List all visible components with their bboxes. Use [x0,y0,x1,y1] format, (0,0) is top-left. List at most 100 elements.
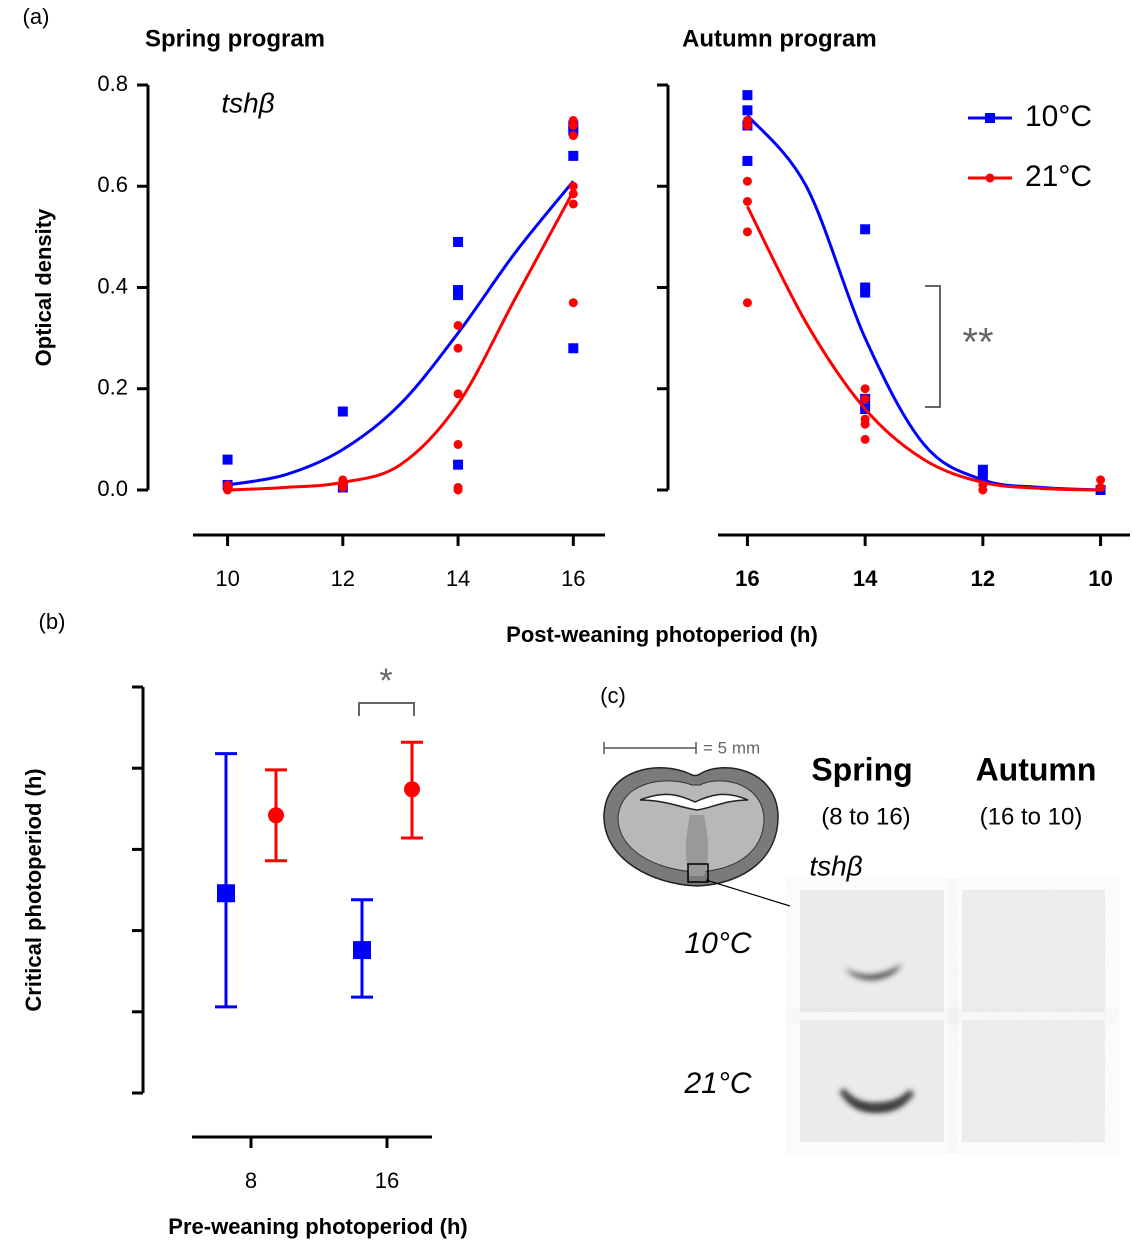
point [568,199,578,209]
legend-label: 10°C [1025,100,1092,133]
brain-ventricle [639,793,749,811]
point [742,227,752,237]
point [860,419,870,429]
x-tick-label: 12 [331,566,355,591]
error-bar [215,752,237,1009]
point [977,464,988,475]
y-axis-label: Critical photoperiod (h) [21,768,46,1011]
point [860,287,871,298]
chart-title: Spring program [145,25,325,52]
blot-images [800,890,1105,1142]
x-tick-label: 12 [971,566,995,591]
scale-label: = 5 mm [703,738,760,757]
point [453,389,463,399]
column-title: Spring [811,751,912,787]
brain-hypothalamus [685,815,709,876]
point [568,298,578,308]
point [453,320,463,330]
column-title: Autumn [976,751,1097,787]
x-axis-label: Post-weaning photoperiod (h) [506,622,818,647]
y-axis-label: Optical density [31,208,56,366]
blot-grain [800,1020,944,1142]
point [1096,475,1106,485]
point [268,807,284,824]
blot-grain [800,890,944,1012]
blot-signal [839,1088,915,1110]
roi-box [687,863,709,883]
point [223,485,233,495]
x-tick-label: 10 [215,566,239,591]
point [453,343,463,353]
point [217,884,235,903]
y-tick-label: 0.0 [97,476,128,501]
annotation: * [379,662,392,700]
point [222,454,233,465]
significance-bracket [358,702,415,716]
point [568,189,578,199]
point [568,125,579,136]
legend-marker [985,113,995,123]
blot-grain [962,1020,1105,1142]
point [453,485,463,495]
point [568,181,578,191]
point [742,105,753,116]
panel-label: (c) [600,683,626,708]
blot-grain [962,890,1105,1012]
point [568,343,579,354]
fit-line [746,205,1101,492]
column-subtitle: (8 to 16) [821,803,910,830]
point [353,941,371,960]
point [977,469,988,480]
x-tick-label: 10 [1088,566,1112,591]
point [742,196,752,206]
point [1096,482,1106,492]
row-label: 21°C [683,1067,751,1100]
x-tick-label: 14 [446,566,470,591]
point [742,121,752,130]
point [742,298,752,308]
fit-line [227,190,575,492]
legend-marker [985,173,995,183]
point [568,131,578,141]
scale-bar [603,742,697,754]
point [742,155,753,166]
significance-bracket [925,285,941,408]
panel-c: (c) = 5 mm Spring (8 to 16) Autumn (16 t… [600,683,1105,1142]
y-tick-label: 0.4 [97,273,128,298]
point [453,236,464,247]
point [742,176,752,186]
gene-label: tshβ [809,850,862,881]
point [978,485,988,495]
point [453,285,464,296]
x-tick-label: 16 [561,566,585,591]
point [453,439,463,449]
point [568,150,579,161]
column-subtitle: (16 to 10) [980,803,1083,830]
annotation: ** [962,321,993,365]
chart-title: Autumn program [682,25,877,52]
point [860,384,870,394]
roi-pointer [705,879,791,907]
point [453,290,464,301]
point [453,459,464,470]
x-tick-label: 14 [853,566,878,591]
point [860,434,870,444]
point [860,394,870,404]
blot-signal [845,964,902,980]
point [860,282,871,293]
annotation: tshβ [221,87,274,118]
x-tick-label: 8 [245,1168,257,1193]
point [860,224,871,235]
x-axis-label: Pre-weaning photoperiod (h) [168,1214,467,1239]
panel-label: (a) [23,4,50,29]
x-tick-label: 16 [375,1168,399,1193]
point [337,406,348,417]
x-tick-label: 16 [735,566,759,591]
y-tick-label: 0.2 [97,375,128,400]
y-tick-label: 0.8 [97,71,128,96]
y-tick-label: 0.6 [97,172,128,197]
point [404,781,420,798]
legend-label: 21°C [1025,160,1092,193]
panel-label: (b) [39,609,66,634]
